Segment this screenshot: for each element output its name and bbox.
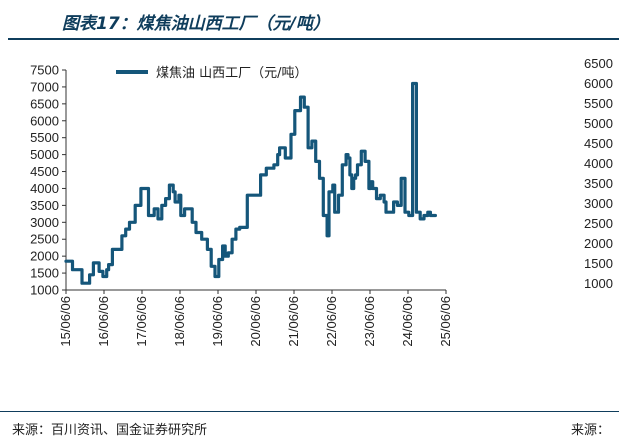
figure-title: 图表17：煤焦油山西工厂（元/吨） [62,14,330,34]
y-tick-label: 1000 [30,283,59,298]
y-tick-label: 3000 [30,215,59,230]
x-tick-label: 25/06/06 [438,296,453,347]
right-axis-tick-label: 5000 [584,116,613,131]
y-tick-label: 5000 [30,147,59,162]
y-tick-label: 5500 [30,130,59,145]
y-tick-label: 2500 [30,232,59,247]
y-tick-label: 3500 [30,198,59,213]
y-tick-label: 6500 [30,96,59,111]
y-tick-label: 2000 [30,249,59,264]
y-tick-label: 6000 [30,113,59,128]
x-tick-label: 24/06/06 [400,296,415,347]
y-tick-label: 4000 [30,181,59,196]
right-axis-tick-label: 6000 [584,76,613,91]
right-axis-tick-label: 2000 [584,236,613,251]
right-axis-tick-label: 5500 [584,96,613,111]
figure-header: 图表17：煤焦油山西工厂（元/吨） [0,0,619,40]
series-line [64,81,437,285]
right-axis-ticks: 6500 6000 5500 5000 4500 4000 3500 3000 2500 2000… [584,56,613,291]
x-tick-label: 20/06/06 [248,296,263,347]
x-tick-label: 17/06/06 [134,296,149,347]
x-tick-label: 22/06/06 [324,296,339,347]
legend-label: 煤焦油 山西工厂（元/吨） [156,66,308,81]
x-tick-label: 19/06/06 [210,296,225,347]
x-tick-label: 18/06/06 [172,296,187,347]
header-rule [8,38,619,40]
right-axis-tick-label: 4000 [584,156,613,171]
x-tick-label: 21/06/06 [286,296,301,347]
legend: 煤焦油 山西工厂（元/吨） [116,66,308,81]
source-note: 来源：百川资讯、国金证券研究所 [12,423,208,438]
right-axis-tick-label: 3000 [584,196,613,211]
chart-axes [65,70,446,291]
footer-rule [0,411,619,412]
right-axis-tick-label: 1500 [584,256,613,271]
right-axis-tick-label: 1000 [584,276,613,291]
right-axis-tick-label: 2500 [584,216,613,231]
y-tick-label: 1500 [30,266,59,281]
right-axis-tick-label: 4500 [584,136,613,151]
x-tick-label: 16/06/06 [96,296,111,347]
x-tick-label: 23/06/06 [362,296,377,347]
series-layer [64,81,437,285]
y-tick-label: 7000 [30,79,59,94]
right-axis-tick-label: 6500 [584,56,613,71]
x-axis-ticks: 15/06/06 16/06/06 17/06/06 18/06/06 19/06/06… [58,290,453,347]
x-tick-label: 15/06/06 [58,296,73,347]
y-tick-label: 7500 [30,63,59,78]
source-note-right: 来源： [571,423,611,438]
y-tick-label: 4500 [30,164,59,179]
right-axis-tick-label: 3500 [584,176,613,191]
